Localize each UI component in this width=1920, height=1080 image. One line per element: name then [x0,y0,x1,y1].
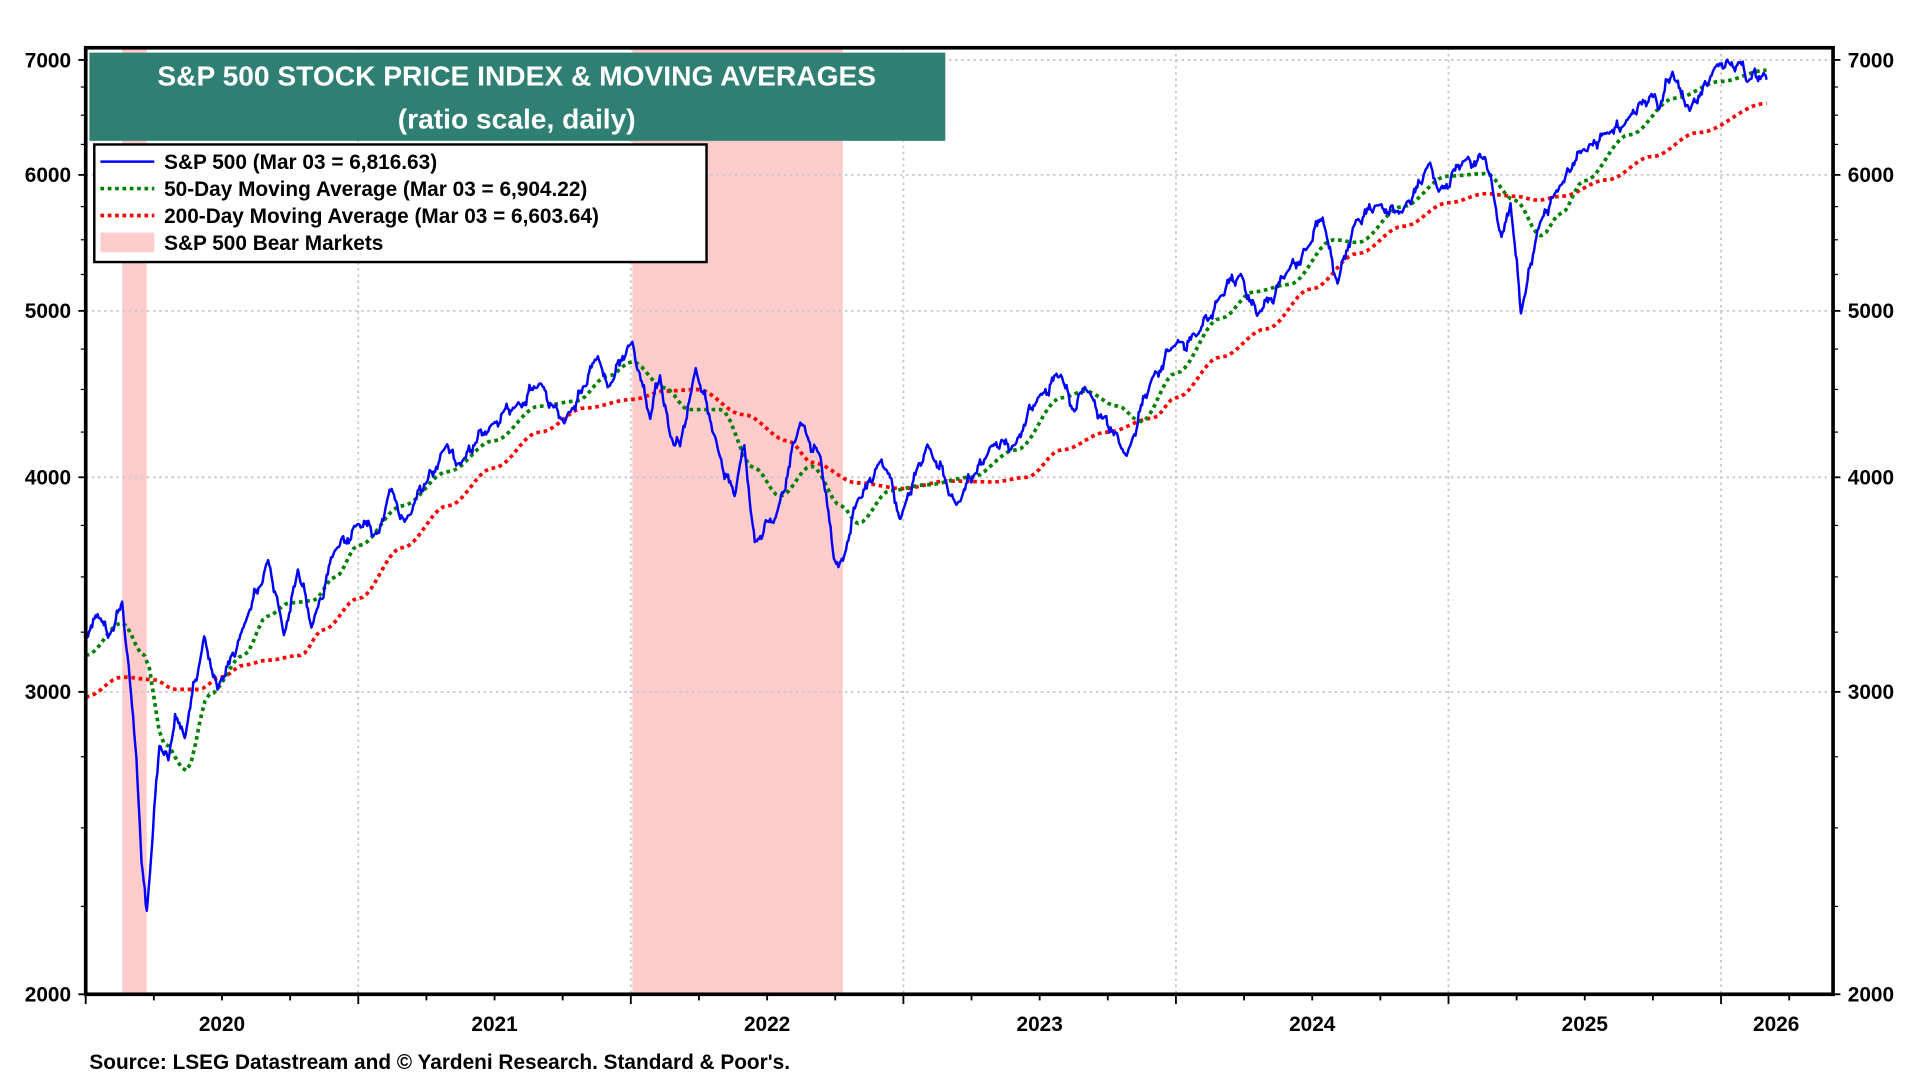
x-tick-label: 2026 [1753,1013,1799,1036]
chart-subtitle: (ratio scale, daily) [398,104,636,135]
y-tick-label-right: 2000 [1848,984,1894,1007]
source-note: Source: LSEG Datastream and © Yardeni Re… [89,1051,790,1074]
y-tick-label-right: 6000 [1848,164,1894,187]
legend-swatch-bear [100,232,155,253]
y-tick-label-left: 3000 [25,681,71,704]
gridlines [85,47,1834,995]
y-tick-label-right: 7000 [1848,49,1894,72]
ma50-line [85,68,1767,773]
x-tick-label: 2022 [744,1013,790,1036]
y-tick-label-left: 5000 [25,300,71,323]
x-tick-label: 2020 [199,1013,245,1036]
x-tick-label: 2025 [1562,1013,1608,1036]
x-tick-label: 2024 [1289,1013,1336,1036]
legend-label-bear: S&P 500 Bear Markets [164,232,383,255]
legend-label-ma50: 50-Day Moving Average (Mar 03 = 6,904.22… [164,178,587,201]
legend: S&P 500 (Mar 03 = 6,816.63) 50-Day Movin… [93,143,708,264]
y-tick-label-left: 6000 [25,164,71,187]
y-tick-label-right: 3000 [1848,681,1894,704]
legend-label-ma200: 200-Day Moving Average (Mar 03 = 6,603.6… [164,205,599,228]
axis-ticks: 2000 2000 3000 3000 4000 4000 5000 5000 6000 6000… [25,49,1894,1036]
legend-label-sp500: S&P 500 (Mar 03 = 6,816.63) [164,151,437,174]
x-tick-label: 2021 [471,1013,517,1036]
sp500-line [84,58,1768,912]
chart-title: S&P 500 STOCK PRICE INDEX & MOVING AVERA… [157,61,876,92]
y-tick-label-right: 4000 [1848,467,1894,490]
y-tick-label-left: 7000 [25,49,71,72]
y-tick-label-left: 4000 [25,467,71,490]
plot-frame [83,45,1835,997]
series-lines [84,58,1768,912]
x-tick-label: 2023 [1017,1013,1063,1036]
title-box: S&P 500 STOCK PRICE INDEX & MOVING AVERA… [89,52,946,141]
y-tick-label-right: 5000 [1848,300,1894,323]
y-tick-label-left: 2000 [25,984,71,1007]
